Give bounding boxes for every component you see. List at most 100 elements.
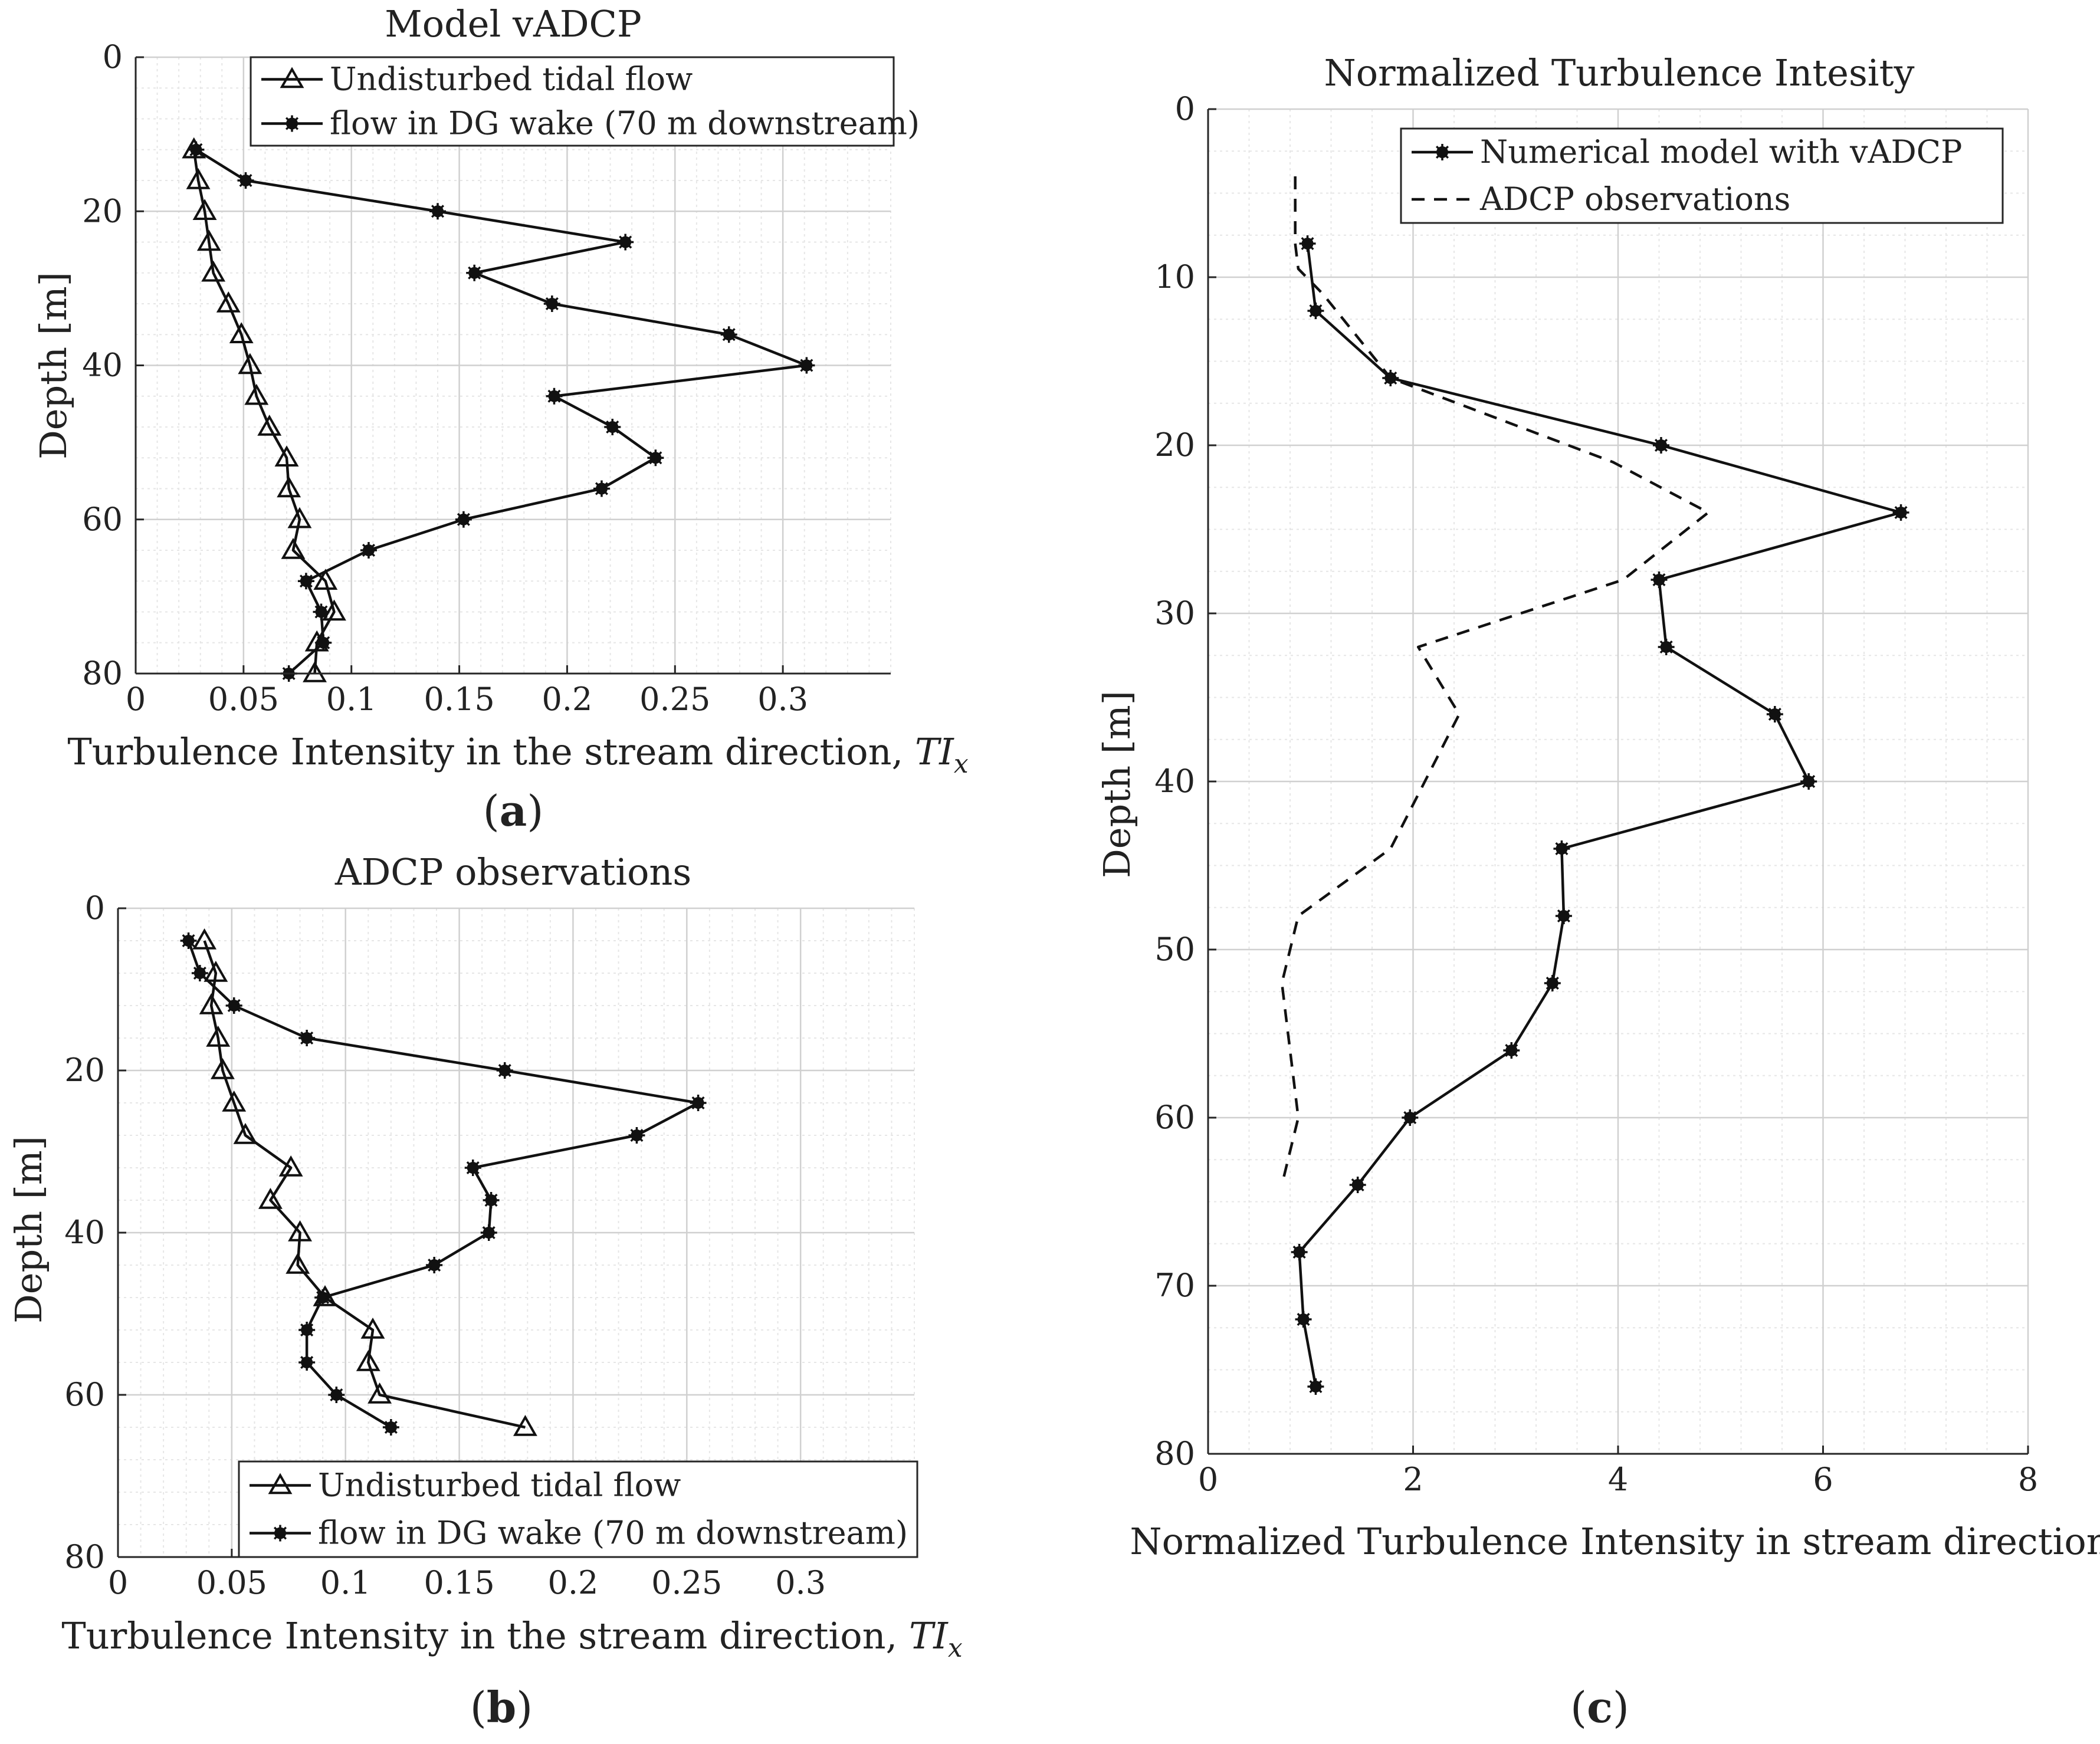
- x-tick-label: 0: [126, 681, 146, 718]
- chart-b-series-0-point: [278, 1155, 303, 1177]
- chart-c-series-0-point: [1800, 773, 1817, 790]
- x-tick-label: 0.1: [320, 1564, 371, 1601]
- chart-b-series-0-point: [206, 1025, 231, 1047]
- x-tick-label: 0.25: [639, 681, 710, 718]
- chart-c-series-0-point: [1651, 572, 1668, 588]
- chart-a-series-1-point: [647, 449, 664, 467]
- x-tick-label: 0.2: [547, 1564, 598, 1601]
- x-tick-label: 0.3: [757, 681, 808, 718]
- chart-a-legend-label-0: Undisturbed tidal flow: [330, 61, 693, 98]
- chart-c-legend-marker-0: [1434, 144, 1451, 160]
- chart-a-series-0-line: [192, 149, 336, 674]
- chart-c-legend-label-0: Numerical model with vADCP: [1480, 133, 1962, 170]
- y-tick-label: 60: [1154, 1099, 1195, 1136]
- chart-c-series-0-point: [1503, 1042, 1520, 1059]
- chart-a-title: Model vADCP: [385, 2, 641, 45]
- chart-c-legend: [1400, 127, 2004, 224]
- y-tick-label: 20: [82, 192, 123, 229]
- x-tick-label: 4: [1608, 1461, 1628, 1498]
- chart-b-series-1-point: [382, 1419, 399, 1436]
- chart-a-series-0-point: [186, 167, 211, 189]
- x-tick-label: 2: [1403, 1461, 1423, 1498]
- chart-b-series-0-point: [288, 1220, 313, 1242]
- chart-b: 0 0.05 0.1 0.15 0.2 0.25 0.3 0 20 40 60 80 ADCP obs…: [7, 850, 963, 1732]
- chart-a-legend-marker-1: [284, 115, 300, 132]
- x-tick-label: 0.3: [775, 1564, 826, 1601]
- x-tick-label: 0.15: [424, 681, 494, 718]
- chart-b-legend-label-1: flow in DG wake (70 m downstream): [318, 1515, 908, 1552]
- x-tick-label: 0.05: [208, 681, 279, 718]
- chart-c-series-0-point: [1658, 639, 1675, 655]
- chart-c-series-0-point: [1555, 908, 1572, 924]
- y-tick-label: 60: [64, 1376, 105, 1413]
- chart-a-series-0-point: [322, 599, 346, 621]
- chart-a-ylabel: Depth [m]: [32, 272, 75, 459]
- x-tick-label: 0.25: [651, 1564, 722, 1601]
- chart-c-series-0-point: [1544, 975, 1561, 991]
- chart-b-series-0-point: [286, 1252, 310, 1274]
- y-tick-label: 80: [1154, 1435, 1195, 1472]
- chart-b-series-1-point: [328, 1387, 345, 1403]
- chart-b-series-1-point: [298, 1322, 316, 1338]
- chart-a-series-1-point: [237, 172, 254, 189]
- chart-b-series-0-point: [222, 1090, 247, 1112]
- chart-c-title: Normalized Turbulence Intesity: [1324, 51, 1914, 94]
- chart-b-series-1-line: [187, 940, 700, 1428]
- y-tick-label: 0: [103, 38, 123, 75]
- chart-c-series-0-line: [1298, 243, 1902, 1387]
- chart-a-series-1-point: [188, 141, 205, 158]
- chart-b-series-1-point: [180, 932, 197, 949]
- chart-c-xlabel: Normalized Turbulence Intensity in strea…: [1130, 1520, 2100, 1563]
- chart-b-series-1-point: [480, 1224, 497, 1241]
- y-tick-label: 0: [1175, 90, 1195, 127]
- chart-b-series-0-point: [192, 928, 217, 950]
- chart-a-series-0-point: [201, 260, 226, 282]
- chart-c-series-0-point: [1299, 235, 1316, 252]
- chart-a-series-0-point: [244, 383, 269, 405]
- chart-a-series-1-point: [593, 480, 610, 497]
- y-tick-label: 60: [82, 501, 123, 538]
- chart-c-series-0-point: [1766, 706, 1783, 722]
- chart-c-series-0-point: [1402, 1109, 1419, 1126]
- panel-label-a: (a): [483, 786, 544, 836]
- x-tick-label: 8: [2018, 1461, 2038, 1498]
- chart-a-series-1-point: [313, 603, 330, 620]
- chart-a-series-1-point: [466, 264, 483, 281]
- chart-c-series-0-point: [1553, 840, 1570, 857]
- y-tick-label: 30: [1154, 595, 1195, 632]
- chart-a-series-1-point: [543, 295, 560, 312]
- chart-b-series-1-point: [225, 997, 242, 1014]
- chart-b-series-0-point: [204, 960, 228, 982]
- chart-a-series-0-point: [303, 661, 327, 682]
- chart-a-xlabel: Turbulence Intensity in the stream direc…: [67, 730, 968, 779]
- y-tick-label: 40: [82, 347, 123, 384]
- y-tick-label: 70: [1154, 1267, 1195, 1304]
- x-tick-label: 0: [1198, 1461, 1218, 1498]
- chart-a-series-0-point: [313, 569, 338, 590]
- chart-b-series-1-point: [690, 1095, 707, 1111]
- chart-b-series-0-point: [258, 1187, 283, 1209]
- chart-b-legend: [238, 1460, 918, 1558]
- chart-b-legend-marker-0: [268, 1473, 293, 1495]
- y-tick-label: 80: [64, 1538, 105, 1575]
- chart-b-series-0-point: [210, 1057, 235, 1079]
- chart-a-series-1-point: [429, 203, 446, 220]
- chart-a-series-0-point: [196, 229, 221, 251]
- chart-a-series-1-point: [315, 634, 332, 651]
- y-tick-label: 40: [1154, 763, 1195, 800]
- chart-b-title: ADCP observations: [334, 850, 691, 894]
- chart-a-series-0-point: [281, 537, 306, 559]
- chart-b-series-0-point: [513, 1414, 537, 1436]
- chart-a-series-0-point: [238, 353, 262, 375]
- chart-b-series-1-point: [628, 1127, 645, 1144]
- chart-b-legend-label-0: Undisturbed tidal flow: [318, 1467, 681, 1504]
- chart-a-legend-marker-0: [280, 67, 304, 88]
- chart-c-series-0-point: [1307, 303, 1324, 319]
- chart-a-series-0-point: [216, 291, 241, 313]
- chart-b-series-1-point: [298, 1030, 316, 1046]
- chart-a-series-1-point: [798, 357, 815, 374]
- y-tick-label: 40: [64, 1214, 105, 1251]
- y-tick-label: 50: [1154, 931, 1195, 968]
- chart-c-series-0-point: [1349, 1177, 1366, 1193]
- chart-a-series-0-point: [274, 445, 299, 467]
